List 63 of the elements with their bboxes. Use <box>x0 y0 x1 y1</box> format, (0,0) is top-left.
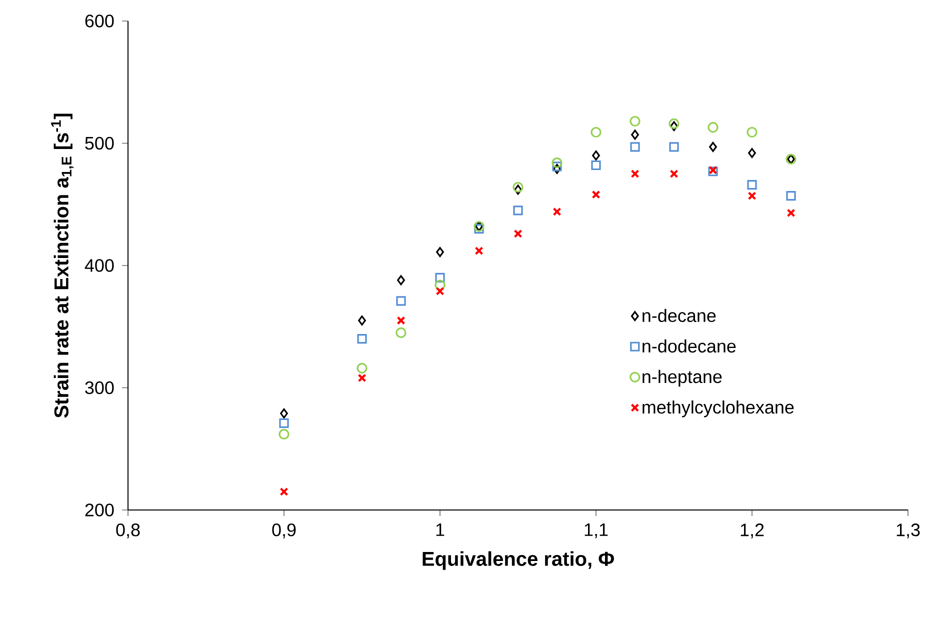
x-tick-label: 1 <box>436 524 444 536</box>
point <box>590 126 602 138</box>
point <box>552 158 562 168</box>
point <box>513 206 523 216</box>
point <box>357 334 367 344</box>
point <box>397 275 405 286</box>
y-tick-label: 200 <box>85 504 114 516</box>
x-tick-label: 0,8 <box>116 524 140 538</box>
y-tick-label: 400 <box>84 259 114 272</box>
point <box>396 316 406 325</box>
point <box>514 229 522 238</box>
point <box>279 418 289 428</box>
point <box>553 164 561 174</box>
legend-label: n-decane <box>642 308 716 322</box>
point <box>474 246 484 256</box>
x-tick-label: 1,1 <box>584 524 608 538</box>
point <box>631 130 639 140</box>
x-tick-label: 1,2 <box>740 524 764 538</box>
x-axis-title: Equivalence ratio, Φ <box>422 551 614 570</box>
point <box>669 142 679 152</box>
x-tick-label: 1,3 <box>896 524 920 538</box>
point <box>280 408 288 418</box>
point <box>670 170 678 178</box>
point <box>514 184 522 195</box>
x-tick-label: 0,9 <box>272 524 296 538</box>
point <box>708 122 718 133</box>
point <box>592 150 600 160</box>
point <box>786 191 796 201</box>
point <box>747 180 757 190</box>
point <box>435 272 445 283</box>
point <box>748 192 756 200</box>
point <box>278 428 290 440</box>
point <box>358 374 366 382</box>
point <box>396 296 406 306</box>
point <box>436 286 444 296</box>
y-tick-label: 600 <box>85 14 114 28</box>
point <box>748 148 756 158</box>
legend-label: methylcyclohexane <box>642 400 794 418</box>
y-tick-label: 300 <box>85 381 114 394</box>
legend-label: n-dodecane <box>642 339 736 353</box>
point <box>552 162 562 172</box>
point <box>552 207 562 216</box>
point <box>280 487 288 496</box>
point <box>786 208 796 218</box>
point <box>434 280 446 290</box>
point <box>630 142 640 152</box>
point <box>592 190 600 199</box>
y-tick-label: 500 <box>85 136 114 150</box>
point <box>358 316 366 326</box>
point <box>512 182 524 193</box>
point <box>474 224 484 234</box>
point <box>591 160 601 170</box>
point <box>709 142 717 152</box>
point <box>436 247 444 258</box>
point <box>356 362 368 374</box>
y-axis-title: Strain rate at Extinction a$_{1,E}$ [s$^{-1}$] <box>51 114 74 418</box>
point <box>670 121 678 132</box>
point <box>396 327 406 338</box>
point <box>630 116 640 127</box>
point <box>630 170 640 178</box>
point <box>746 126 758 138</box>
point <box>668 118 680 129</box>
legend-label: n-heptane <box>642 370 722 387</box>
